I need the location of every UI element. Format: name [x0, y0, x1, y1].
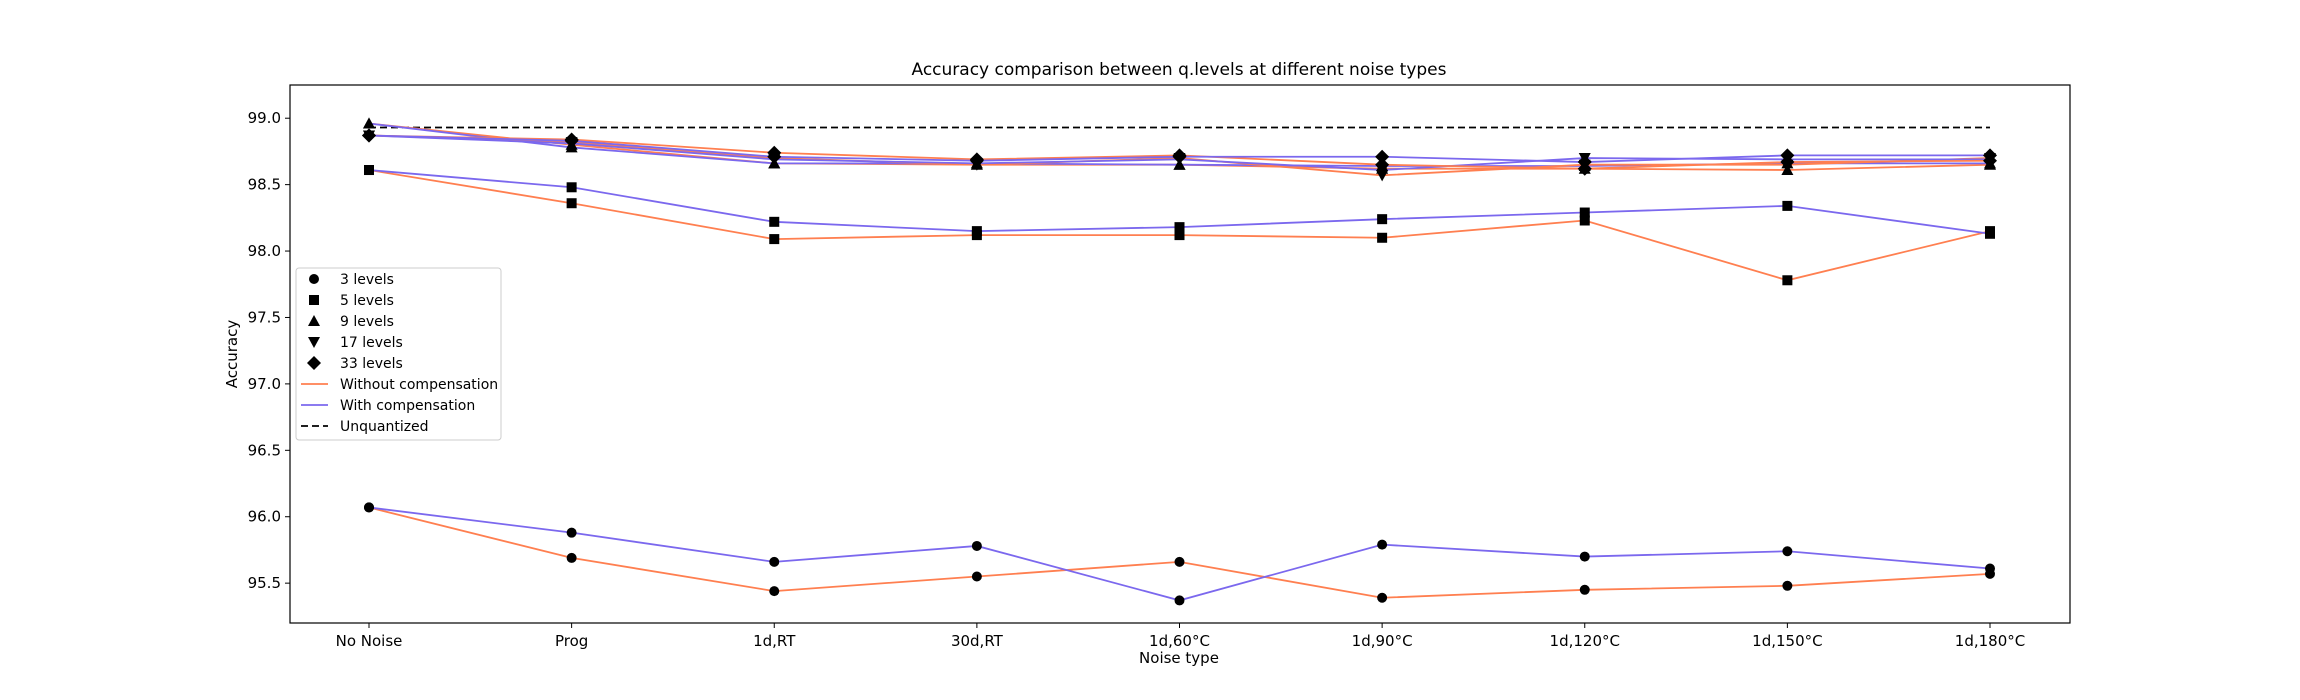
y-tick-label: 98.0 — [248, 242, 281, 260]
point-5-levels-with-8 — [1985, 228, 1995, 239]
point-33-levels-with-2 — [767, 149, 782, 164]
point-3-levels-without-1 — [566, 552, 577, 563]
legend-marker-diamond — [307, 356, 321, 370]
point-3-levels-without-5 — [1377, 592, 1388, 603]
point-33-levels-with-4 — [1172, 149, 1187, 164]
point-3-levels-without-4 — [1174, 556, 1185, 567]
legend-label: Unquantized — [340, 419, 429, 435]
plot-layer — [362, 117, 1997, 606]
point-33-levels-with-7 — [1780, 148, 1795, 163]
y-tick-label: 98.5 — [248, 176, 281, 194]
x-tick-label: 1d,RT — [753, 632, 796, 650]
point-33-levels-with-6 — [1577, 155, 1592, 170]
point-3-levels-with-7 — [1782, 546, 1793, 557]
y-tick-label: 99.0 — [248, 109, 281, 127]
legend-label: 33 levels — [340, 356, 403, 372]
point-3-levels-with-8 — [1985, 563, 1995, 574]
point-5-levels-without-6 — [1579, 215, 1590, 226]
point-5-levels-with-1 — [566, 182, 577, 193]
point-5-levels-with-3 — [971, 226, 982, 237]
y-axis-label: Accuracy — [223, 320, 241, 389]
point-5-levels-with-2 — [769, 216, 780, 227]
point-3-levels-with-1 — [566, 527, 577, 538]
point-5-levels-with-6 — [1579, 207, 1590, 218]
point-5-levels-without-7 — [1782, 275, 1793, 286]
point-5-levels-with-4 — [1174, 222, 1185, 233]
point-5-levels-without-4 — [1174, 230, 1185, 241]
legend-marker-triangle-up — [308, 315, 320, 326]
legend-marker-square — [309, 295, 319, 305]
x-axis-label: Noise type — [1139, 649, 1219, 667]
y-tick-label: 96.0 — [248, 508, 281, 526]
x-tick-label: 1d,150°C — [1752, 632, 1822, 650]
point-33-levels-with-0 — [362, 128, 376, 143]
point-5-levels-with-5 — [1377, 214, 1388, 225]
y-tick-label: 97.0 — [248, 375, 281, 393]
x-tick-label: 1d,120°C — [1550, 632, 1620, 650]
point-3-levels-without-3 — [971, 571, 982, 582]
x-tick-label: 1d,90°C — [1352, 632, 1413, 650]
axes-layer: No Noise Prog 1d,RT 30d,RT 1d,60°C 1d,90°C 1d,… — [248, 84, 2071, 650]
point-33-levels-without-5 — [1375, 157, 1390, 172]
point-5-levels-with-0 — [364, 165, 374, 176]
point-3-levels-with-2 — [769, 556, 780, 567]
x-tick-label: 30d,RT — [951, 632, 1004, 650]
point-3-levels-with-6 — [1579, 551, 1590, 562]
point-5-levels-without-5 — [1377, 232, 1388, 243]
chart-title: Accuracy comparison between q.levels at … — [911, 60, 1446, 80]
point-3-levels-with-0 — [364, 502, 374, 513]
point-5-levels-without-1 — [566, 198, 577, 209]
x-tick-label: No Noise — [336, 632, 403, 650]
legend-label: 3 levels — [340, 272, 394, 288]
legend-marker-triangle-down — [308, 337, 320, 348]
point-3-levels-with-5 — [1377, 539, 1388, 550]
point-5-levels-without-2 — [769, 234, 780, 245]
point-3-levels-with-4 — [1174, 595, 1185, 606]
point-33-levels-with-8 — [1983, 148, 1997, 163]
y-tick-label: 97.5 — [248, 308, 281, 326]
y-tick-label: 96.5 — [248, 441, 281, 459]
point-33-levels-with-5 — [1375, 149, 1390, 164]
legend: 3 levels 5 levels 9 levels 17 levels 33 leve… — [295, 267, 502, 441]
legend-label: 17 levels — [340, 335, 403, 351]
legend-label: 5 levels — [340, 293, 394, 309]
legend-box — [295, 267, 502, 441]
x-tick-label: Prog — [555, 632, 588, 650]
x-tick-label: 1d,180°C — [1955, 632, 2025, 650]
point-3-levels-with-3 — [971, 540, 982, 551]
legend-marker-circle — [309, 274, 319, 284]
point-3-levels-without-6 — [1579, 584, 1590, 595]
point-9-levels-with-0 — [363, 117, 375, 129]
legend-label: Without compensation — [340, 377, 498, 393]
y-tick-label: 95.5 — [248, 574, 281, 592]
point-5-levels-with-7 — [1782, 200, 1793, 211]
x-tick-label: 1d,60°C — [1149, 632, 1210, 650]
point-3-levels-without-2 — [769, 586, 780, 597]
legend-label: With compensation — [340, 398, 475, 414]
point-33-levels-with-3 — [969, 153, 984, 168]
legend-label: 9 levels — [340, 314, 394, 330]
point-33-levels-with-1 — [564, 133, 579, 148]
point-3-levels-without-7 — [1782, 580, 1793, 591]
